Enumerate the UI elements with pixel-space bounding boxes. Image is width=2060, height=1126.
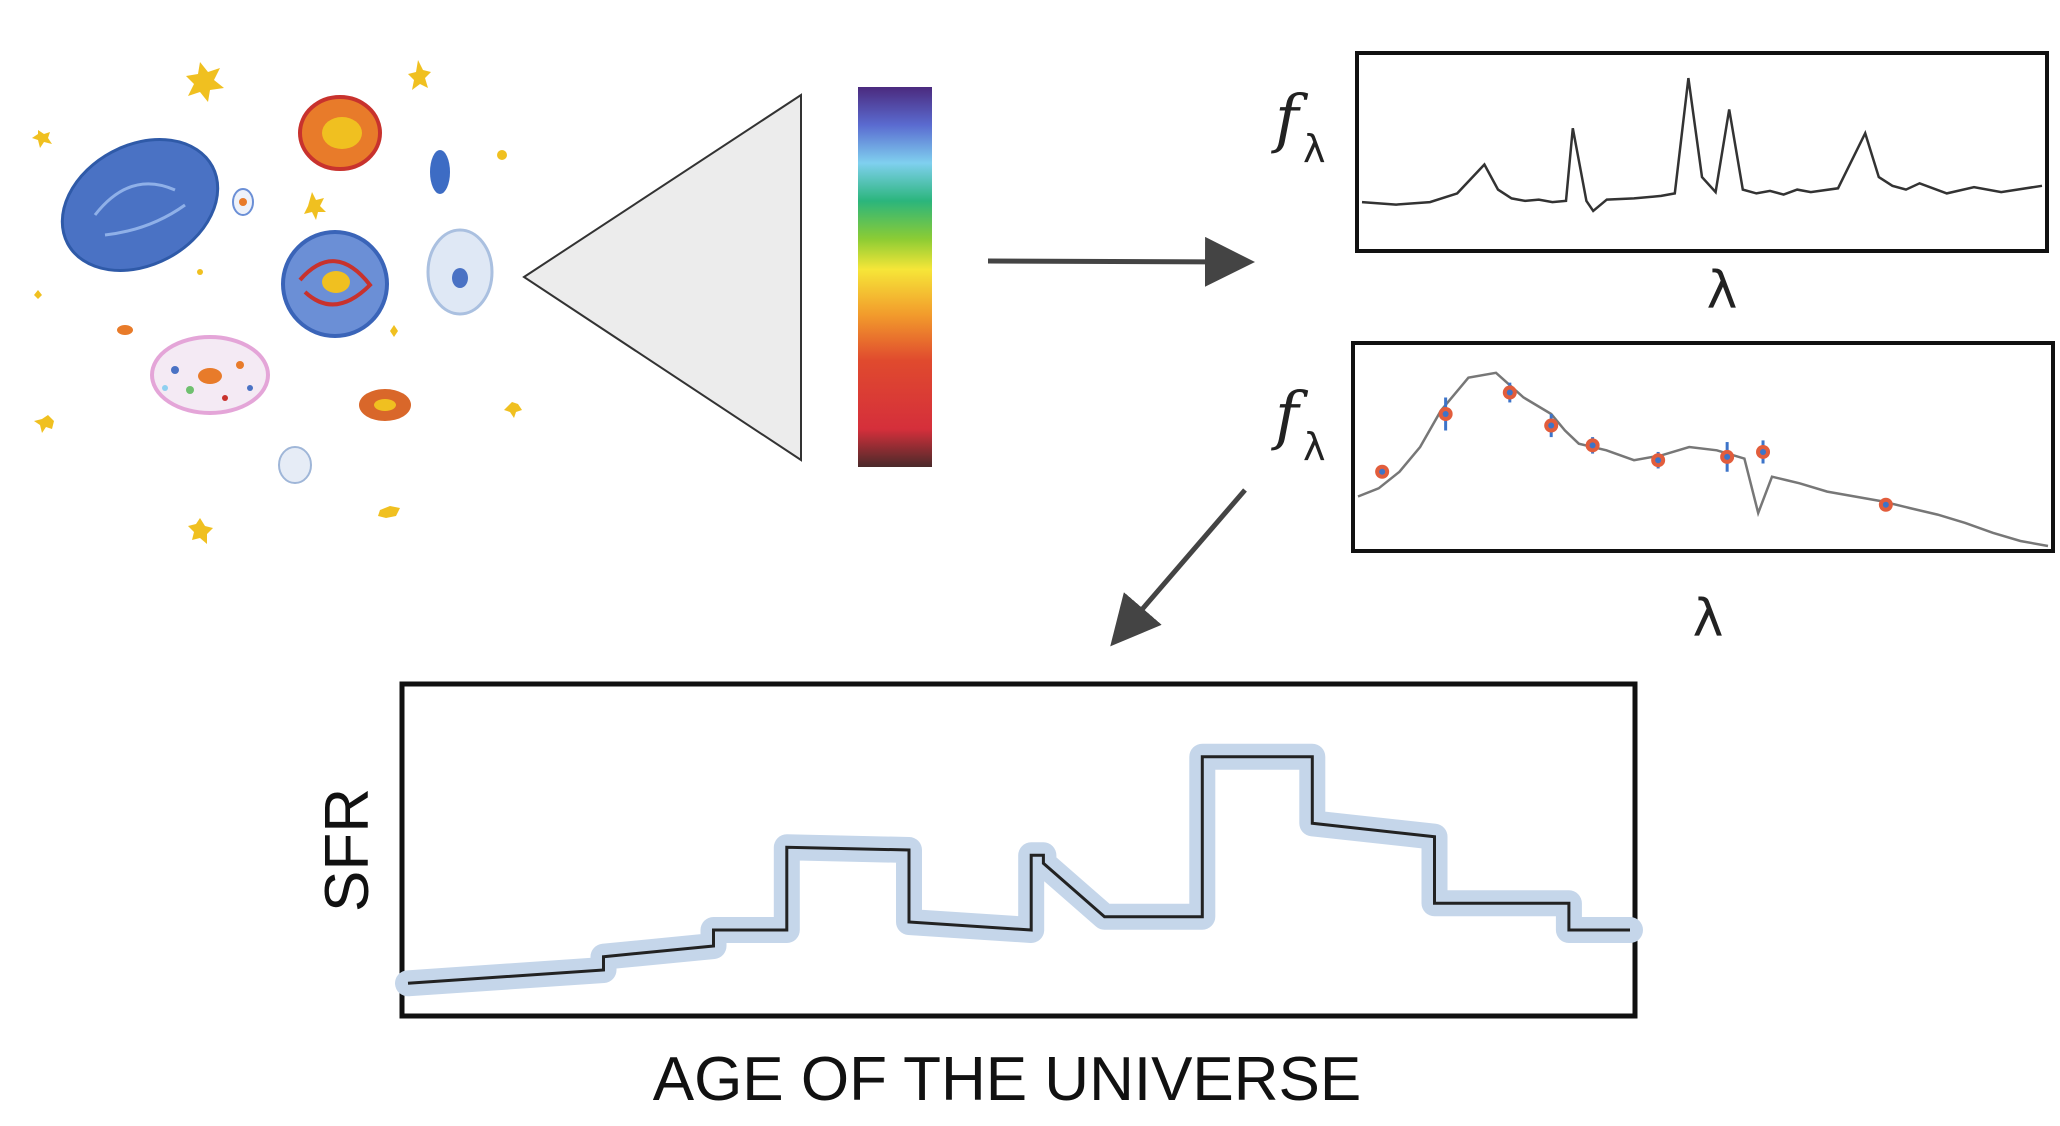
spectrum-ylabel-sub: λ	[1303, 127, 1326, 171]
sfh-ylabel: SFR	[313, 788, 382, 912]
prism-icon	[522, 93, 802, 462]
spectrum-line	[1361, 77, 2043, 213]
spiral-arm-detail	[298, 259, 373, 307]
spectrum-panel: f λ λ	[1271, 51, 2049, 321]
sed-photometry-core-1	[1442, 411, 1449, 417]
galaxy-core	[322, 117, 362, 149]
sed-photometry-core-3	[1548, 422, 1555, 429]
sed-frame	[1351, 341, 2055, 553]
sed-photometry-points	[1375, 382, 1893, 512]
spectrum-frame	[1355, 51, 2049, 253]
sed-photometry-core-7	[1760, 448, 1767, 455]
sfh-xlabel: AGE OF THE UNIVERSE	[653, 1045, 1362, 1114]
galaxy-core	[198, 368, 222, 384]
sed-xlabel: λ	[1693, 589, 1724, 649]
galaxy-core	[322, 271, 350, 293]
sed-ylabel-sub: λ	[1303, 425, 1326, 469]
galaxy-core	[452, 268, 468, 288]
arrow-right-icon	[987, 236, 1255, 287]
sed-photometry-core-6	[1724, 453, 1731, 460]
sed-line	[1357, 371, 2049, 548]
small-blue-galaxy	[430, 150, 450, 194]
star-dots	[32, 60, 522, 544]
arrow-down-left-icon	[1110, 488, 1247, 647]
sed-photometry-core-4	[1589, 442, 1596, 449]
spectrum-xlabel: λ	[1707, 261, 1738, 321]
rainbow-spectrum-bar	[858, 87, 932, 467]
tiny-orange-galaxy	[117, 325, 133, 335]
galaxy-field-illustration	[32, 60, 522, 544]
sfh-panel: SFR AGE OF THE UNIVERSE	[313, 681, 1643, 1114]
sfh-line	[407, 755, 1630, 985]
spiral-arm-detail	[93, 182, 186, 237]
tiny-pale-galaxy	[278, 446, 312, 484]
spiral-galaxy-blue-large	[60, 138, 220, 272]
sed-panel: f λ λ	[1271, 341, 2055, 649]
sed-photometry-core-8	[1882, 501, 1889, 508]
sed-photometry-core-5	[1655, 457, 1662, 464]
sed-photometry-core-2	[1506, 389, 1513, 396]
sed-photometry-core-0	[1379, 468, 1386, 475]
